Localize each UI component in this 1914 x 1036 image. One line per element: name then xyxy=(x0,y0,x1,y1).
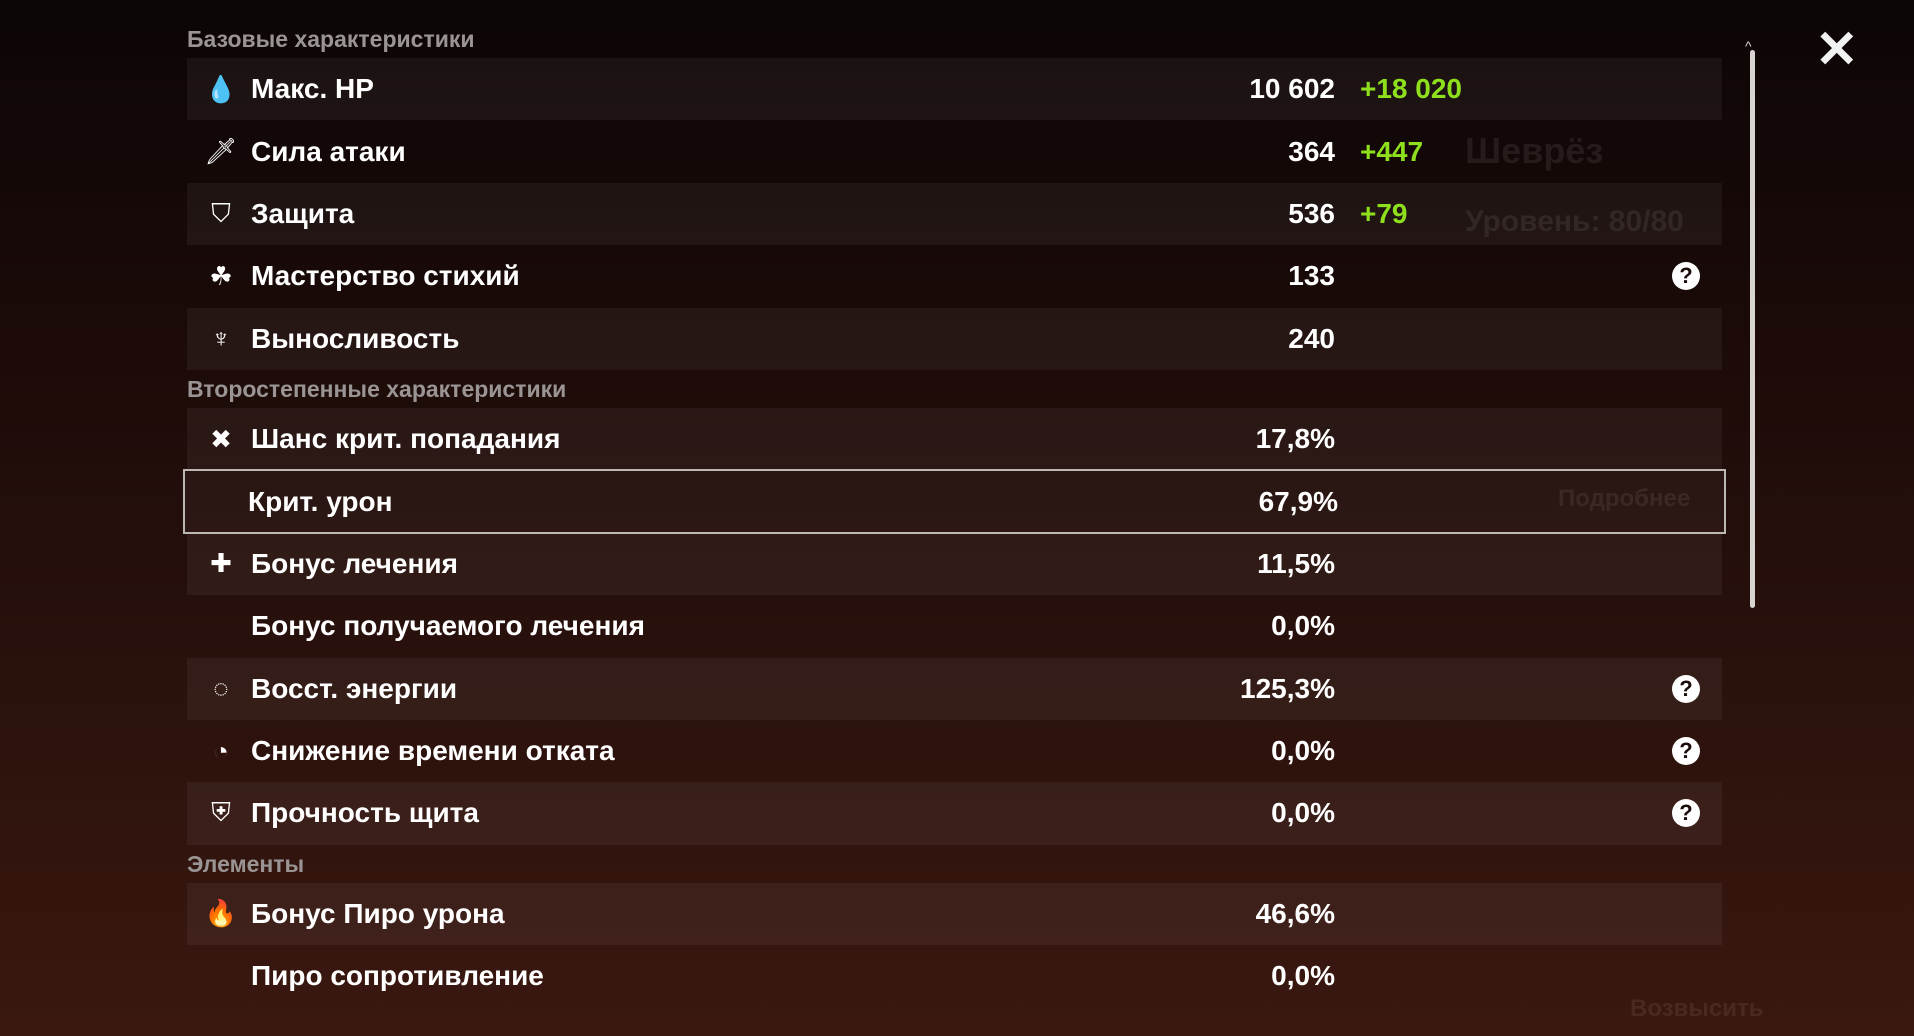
stat-label: Выносливость xyxy=(251,322,460,354)
stat-label: Бонус лечения xyxy=(251,547,458,579)
stat-label: Пиро сопротивление xyxy=(251,960,544,992)
character-name: Шеврёз xyxy=(1465,130,1604,171)
shield-strength-icon: ⛨ xyxy=(211,797,231,828)
stat-row[interactable]: Пиро сопротивление 0,0% xyxy=(187,945,1722,1007)
stat-row[interactable]: ✚ Бонус лечения 11,5% xyxy=(187,532,1722,596)
stat-row[interactable]: 🗡 Сила атаки 364 +447 xyxy=(187,120,1722,182)
stat-label: Бонус Пиро урона xyxy=(251,897,505,929)
stat-label: Защита xyxy=(251,197,355,229)
stat-value: 0,0% xyxy=(1271,735,1335,767)
sword-icon: 🗡 xyxy=(204,136,238,167)
stat-label: Восст. энергии xyxy=(251,672,458,704)
stat-value: 240 xyxy=(1288,322,1335,354)
stat-label: Макс. HP xyxy=(251,73,374,105)
help-icon[interactable]: ? xyxy=(1672,262,1700,291)
stat-row[interactable]: ⛨ Прочность щита 0,0%? xyxy=(187,782,1722,845)
stat-row[interactable]: ◔ Снижение времени отката 0,0%? xyxy=(187,720,1722,782)
stat-value: 67,9% xyxy=(1258,485,1338,517)
section-title: Второстепенные характеристики xyxy=(187,375,567,402)
stat-value: 133 xyxy=(1288,260,1335,292)
stat-label: Бонус получаемого лечения xyxy=(251,610,645,642)
stat-row[interactable]: ✖ Шанс крит. попадания 17,8% xyxy=(187,407,1722,471)
scrollbar[interactable] xyxy=(1750,50,1755,608)
stat-row[interactable]: ◌ Восст. энергии 125,3%? xyxy=(187,657,1722,720)
stat-label: Сила атаки xyxy=(251,135,406,167)
stat-row[interactable]: 💧 Макс. HP 10 602 +18 020 xyxy=(187,58,1722,121)
stat-row[interactable]: 🔥 Бонус Пиро урона 46,6% xyxy=(187,882,1722,946)
stats-panel: Базовые характеристики 💧 Макс. HP 10 602 +18… xyxy=(183,20,1726,1007)
pyro-icon: 🔥 xyxy=(204,898,238,929)
stat-bonus: +447 xyxy=(1360,135,1424,167)
stat-label: Прочность щита xyxy=(251,797,479,829)
stat-value: 11,5% xyxy=(1257,547,1335,579)
scroll-up-arrow[interactable]: ^ xyxy=(1745,38,1752,54)
shield-icon: ⛉ xyxy=(211,197,231,228)
stat-row[interactable]: Крит. урон 67,9% xyxy=(183,469,1726,534)
help-icon[interactable]: ? xyxy=(1672,799,1700,828)
stat-value: 364 xyxy=(1288,135,1335,167)
stat-label: Снижение времени отката xyxy=(251,735,615,767)
cooldown-icon: ◔ xyxy=(213,735,229,766)
stat-bonus: +18 020 xyxy=(1360,73,1462,105)
stat-value: 0,0% xyxy=(1271,797,1335,829)
stat-value: 0,0% xyxy=(1271,610,1335,642)
stat-value: 10 602 xyxy=(1249,73,1335,105)
stat-label: Шанс крит. попадания xyxy=(251,423,561,455)
crit-rate-icon: ✖ xyxy=(210,423,232,454)
stat-value: 125,3% xyxy=(1240,672,1335,704)
help-icon[interactable]: ? xyxy=(1672,737,1700,766)
ascend-button: Возвысить xyxy=(1630,995,1764,1022)
energy-recharge-icon: ◌ xyxy=(213,673,229,704)
stat-row[interactable]: ☘ Мастерство стихий 133? xyxy=(187,245,1722,307)
stat-value: 536 xyxy=(1288,197,1335,229)
close-button[interactable]: ✕ xyxy=(1815,21,1859,79)
character-level: Уровень: 80/80 xyxy=(1465,205,1684,238)
stat-value: 17,8% xyxy=(1255,423,1335,455)
stat-bonus: +79 xyxy=(1360,197,1408,229)
stat-row[interactable]: ⛉ Защита 536 +79 xyxy=(187,182,1722,246)
section-title: Элементы xyxy=(187,850,305,877)
help-icon[interactable]: ? xyxy=(1672,674,1700,703)
stat-value: 46,6% xyxy=(1255,897,1335,929)
stat-row[interactable]: ♆ Выносливость 240 xyxy=(187,307,1722,370)
stamina-icon: ♆ xyxy=(211,323,231,354)
stat-row[interactable]: Бонус получаемого лечения 0,0% xyxy=(187,595,1722,657)
elemental-mastery-icon: ☘ xyxy=(209,260,233,291)
stat-value: 0,0% xyxy=(1271,960,1335,992)
healing-bonus-icon: ✚ xyxy=(210,548,232,579)
section-title: Базовые характеристики xyxy=(187,26,475,52)
stat-label: Мастерство стихий xyxy=(251,260,520,292)
details-button: Подробнее xyxy=(1558,485,1691,512)
stat-label: Крит. урон xyxy=(248,485,393,517)
hp-drop-icon: 💧 xyxy=(204,73,238,104)
